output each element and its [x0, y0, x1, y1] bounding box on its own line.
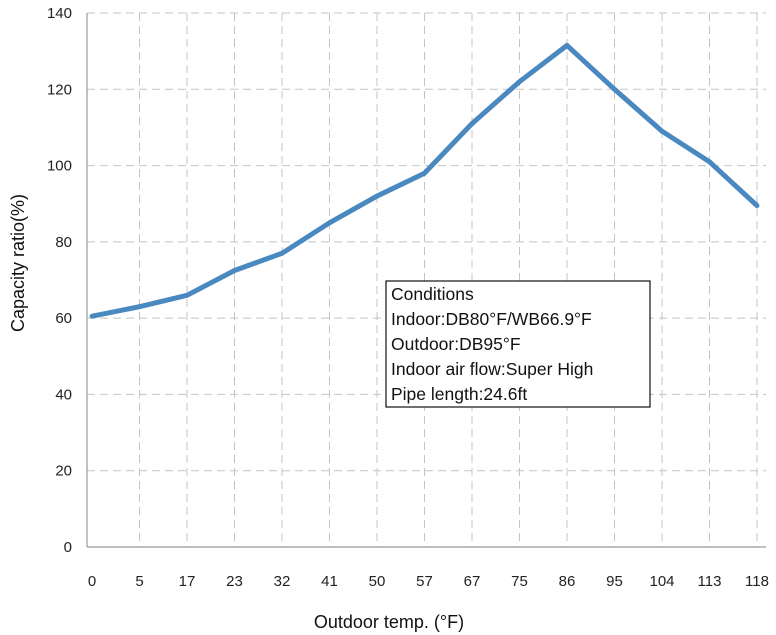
data-point — [89, 313, 95, 319]
data-point — [612, 86, 617, 92]
conditions-note-line-4: Indoor air flow:Super High — [391, 359, 593, 379]
data-point — [279, 250, 285, 256]
data-point — [327, 220, 332, 226]
grid-lines — [87, 12, 766, 547]
data-point — [374, 193, 380, 199]
data-point — [422, 170, 427, 176]
y-tick-label: 140 — [47, 5, 72, 22]
data-point — [707, 159, 712, 165]
x-tick-label: 23 — [226, 573, 243, 590]
x-tick-label: 86 — [559, 573, 576, 590]
x-tick-label: 113 — [698, 573, 722, 590]
x-tick-labels: 0 5 17 23 32 41 50 57 67 75 86 95 104 113 118 — [88, 573, 769, 590]
conditions-note-line-5: Pipe length:24.6ft — [391, 384, 527, 404]
data-point — [184, 292, 190, 298]
data-point — [754, 203, 760, 209]
conditions-note: Conditions Indoor:DB80°F/WB66.9°F Outdoo… — [385, 280, 651, 408]
y-tick-label: 20 — [55, 463, 72, 480]
data-point — [517, 79, 522, 85]
y-tick-label: 80 — [55, 234, 72, 251]
x-tick-label: 41 — [321, 573, 338, 590]
x-tick-label: 118 — [745, 573, 769, 590]
y-tick-label: 60 — [55, 310, 72, 327]
x-tick-label: 57 — [416, 573, 433, 590]
x-tick-label: 104 — [649, 573, 674, 590]
data-point — [469, 121, 475, 127]
x-tick-label: 75 — [511, 573, 528, 590]
x-axis-title: Outdoor temp. (°F) — [314, 612, 464, 632]
axes — [86, 13, 766, 548]
conditions-note-line-2: Indoor:DB80°F/WB66.9°F — [391, 309, 592, 329]
x-tick-label: 0 — [88, 573, 96, 590]
y-tick-label: 120 — [47, 81, 72, 98]
x-tick-label: 32 — [274, 573, 291, 590]
conditions-note-line-3: Outdoor:DB95°F — [391, 334, 521, 354]
data-point — [659, 128, 665, 134]
y-tick-label: 0 — [64, 539, 72, 556]
data-point — [232, 268, 237, 273]
y-tick-label: 40 — [55, 386, 72, 403]
x-tick-label: 67 — [464, 573, 481, 590]
series-layer — [89, 42, 760, 319]
conditions-note-box — [385, 280, 651, 408]
x-tick-label: 17 — [179, 573, 196, 590]
y-tick-label: 100 — [47, 158, 72, 175]
x-tick-label: 5 — [135, 573, 143, 590]
x-tick-label: 50 — [369, 573, 386, 590]
x-tick-label: 95 — [606, 573, 623, 590]
conditions-note-line-1: Conditions — [391, 284, 474, 304]
data-point — [564, 43, 570, 48]
data-point — [137, 304, 142, 310]
y-tick-labels: 0 20 40 60 80 100 120 140 — [47, 5, 72, 556]
y-axis-title: Capacity ratio(%) — [8, 194, 28, 332]
